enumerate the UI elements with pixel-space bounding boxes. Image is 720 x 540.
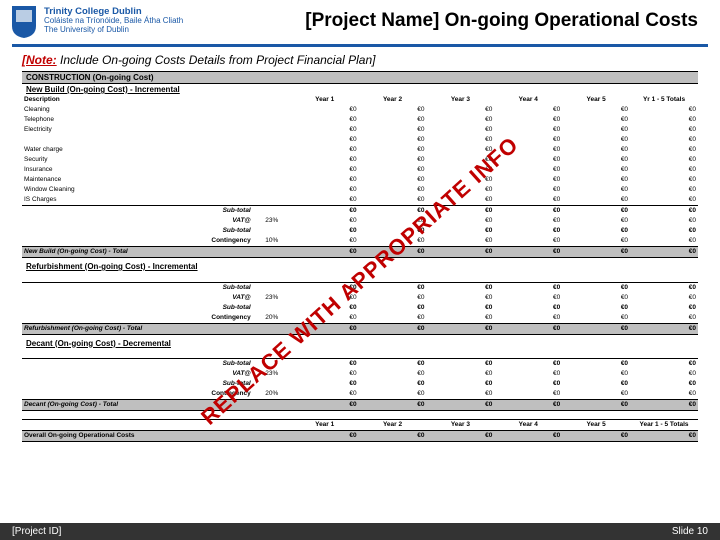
contingency-row: Contingency10%€0€0€0€0€0€0 xyxy=(22,236,698,247)
shield-icon xyxy=(10,4,38,38)
overall-row: Overall On-going Operational Costs €0€0€… xyxy=(22,431,698,442)
contingency-row: Contingency20%€0€0€0€0€0€0 xyxy=(22,389,698,400)
table-row: Water charge€0€0€0€0€0€0 xyxy=(22,145,698,155)
subtotal-row: Sub-total€0€0€0€0€0€0 xyxy=(22,282,698,293)
table-c: Sub-total€0€0€0€0€0€0 VAT@23%€0€0€0€0€0€… xyxy=(22,349,698,412)
cost-sheet: CONSTRUCTION (On-going Cost) New Build (… xyxy=(22,71,698,442)
footer: [Project ID] Slide 10 xyxy=(0,523,720,540)
table-row: Cleaning€0€0€0€0€0€0 xyxy=(22,105,698,115)
vat-row: VAT@23%€0€0€0€0€0€0 xyxy=(22,369,698,379)
note: [Note: Include On-going Costs Details fr… xyxy=(0,51,720,71)
table-a: Description Year 1 Year 2 Year 3 Year 4 … xyxy=(22,95,698,258)
contingency-row: Contingency20%€0€0€0€0€0€0 xyxy=(22,313,698,324)
section-a-sub: New Build (On-going Cost) - Incremental xyxy=(22,84,698,95)
page-title: [Project Name] On-going Operational Cost… xyxy=(183,10,710,32)
table-row: Electricity€0€0€0€0€0€0 xyxy=(22,125,698,135)
org-sub2: The University of Dublin xyxy=(44,26,183,35)
total-row: Refurbishment (On-going Cost) - Total€0€… xyxy=(22,323,698,334)
vat-row: VAT@23%€0€0€0€0€0€0 xyxy=(22,216,698,226)
table-row: Security€0€0€0€0€0€0 xyxy=(22,155,698,165)
table-row: Insurance€0€0€0€0€0€0 xyxy=(22,165,698,175)
table-header-row: Description Year 1 Year 2 Year 3 Year 4 … xyxy=(22,95,698,105)
table-row: Window Cleaning€0€0€0€0€0€0 xyxy=(22,185,698,195)
subtotal-row: Sub-total€0€0€0€0€0€0 xyxy=(22,359,698,370)
org-logo: Trinity College Dublin Coláiste na Tríon… xyxy=(10,4,183,38)
table-row: €0€0€0€0€0€0 xyxy=(22,135,698,145)
subtotal2-row: Sub-total€0€0€0€0€0€0 xyxy=(22,303,698,313)
footer-left: [Project ID] xyxy=(12,526,61,537)
note-label: [Note: xyxy=(22,53,57,67)
total-row: Decant (On-going Cost) - Total€0€0€0€0€0… xyxy=(22,400,698,411)
footer-right: Slide 10 xyxy=(672,526,708,537)
header-rule xyxy=(12,44,708,47)
vat-row: VAT@23%€0€0€0€0€0€0 xyxy=(22,293,698,303)
subtotal-row: Sub-total€0€0€0€0€0€0 xyxy=(22,206,698,217)
subtotal2-row: Sub-total€0€0€0€0€0€0 xyxy=(22,379,698,389)
section-b-sub: Refurbishment (On-going Cost) - Incremen… xyxy=(22,261,698,272)
table-row: Telephone€0€0€0€0€0€0 xyxy=(22,115,698,125)
table-row: Maintenance€0€0€0€0€0€0 xyxy=(22,175,698,185)
header: Trinity College Dublin Coláiste na Tríon… xyxy=(0,0,720,42)
section-c-sub: Decant (On-going Cost) - Decremental xyxy=(22,338,698,349)
table-row: IS Charges€0€0€0€0€0€0 xyxy=(22,195,698,206)
summary-header-row: Year 1 Year 2 Year 3 Year 4 Year 5 Year … xyxy=(22,420,698,431)
subtotal2-row: Sub-total€0€0€0€0€0€0 xyxy=(22,226,698,236)
total-row: New Build (On-going Cost) - Total€0€0€0€… xyxy=(22,247,698,258)
summary-table: Year 1 Year 2 Year 3 Year 4 Year 5 Year … xyxy=(22,419,698,442)
table-b: Sub-total€0€0€0€0€0€0 VAT@23%€0€0€0€0€0€… xyxy=(22,272,698,335)
section-a-head: CONSTRUCTION (On-going Cost) xyxy=(22,71,698,84)
note-text: Include On-going Costs Details from Proj… xyxy=(57,53,376,67)
